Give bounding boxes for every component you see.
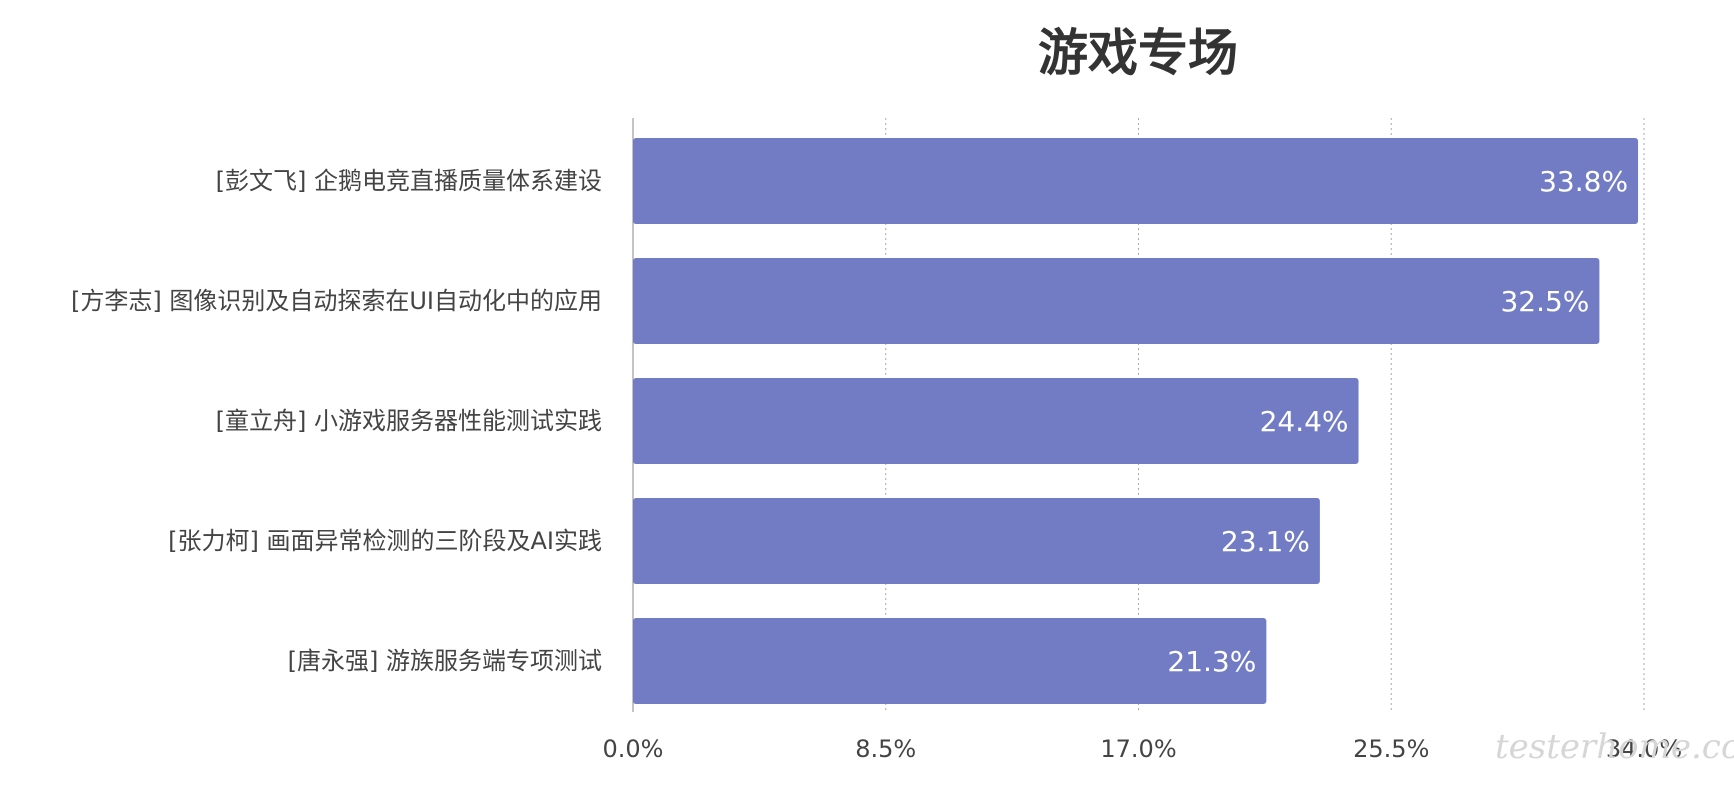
data-labels: 33.8% 32.5% 24.4% 23.1% 21.3% [1167,165,1628,678]
bar [633,378,1359,464]
chart-title: 游戏专场 [1038,24,1238,82]
x-tick-label: 0.0% [603,735,664,763]
data-label: 33.8% [1539,165,1628,198]
x-tick-label: 34.0% [1606,735,1682,763]
category-label: [张力柯] 画面异常检测的三阶段及AI实践 [168,527,602,555]
data-label: 32.5% [1500,285,1589,318]
bar [633,258,1600,344]
bar [633,138,1639,224]
data-label: 23.1% [1221,525,1310,558]
category-label: [方李志] 图像识别及自动探索在UI自动化中的应用 [71,287,602,315]
category-label: [彭文飞] 企鹅电竞直播质量体系建设 [216,167,602,195]
x-tick-label: 25.5% [1353,735,1429,763]
category-label: [唐永强] 游族服务端专项测试 [288,647,602,675]
category-label: [童立舟] 小游戏服务器性能测试实践 [216,407,602,435]
watermark-logo: testerhome.com [1495,727,1734,767]
bar [633,498,1320,584]
bars [633,138,1639,704]
x-axis-tick-labels: 0.0% 8.5% 17.0% 25.5% 34.0% [603,735,1683,763]
category-labels: [彭文飞] 企鹅电竞直播质量体系建设 [方李志] 图像识别及自动探索在UI自动化中… [71,167,602,675]
x-tick-label: 17.0% [1100,735,1176,763]
bar [633,618,1267,704]
data-label: 24.4% [1260,405,1349,438]
data-label: 21.3% [1167,645,1256,678]
x-tick-label: 8.5% [855,735,916,763]
